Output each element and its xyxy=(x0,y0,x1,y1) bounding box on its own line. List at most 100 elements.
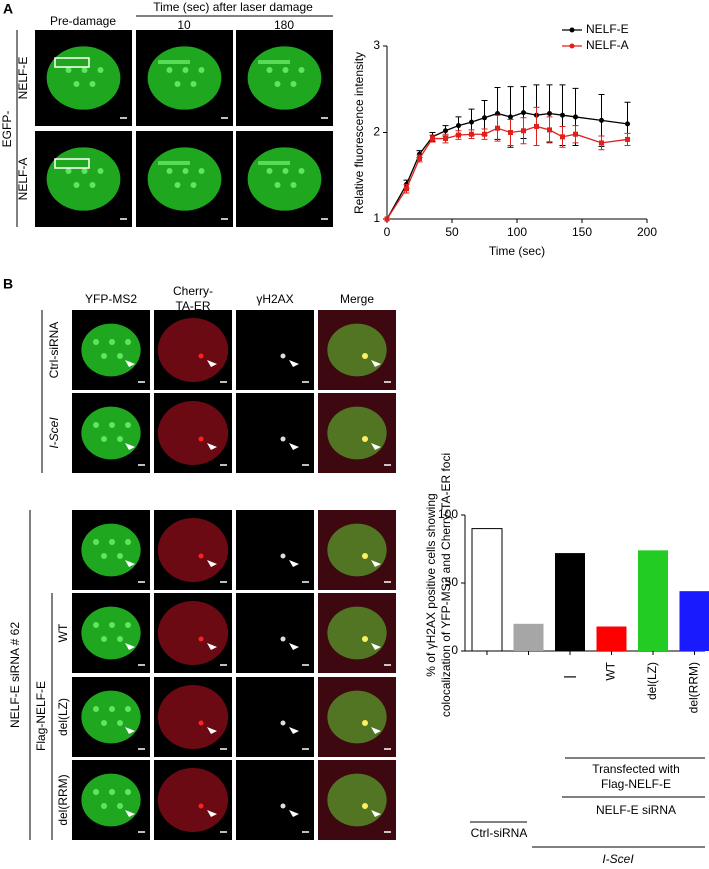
arrowhead xyxy=(207,443,217,450)
y-tick-label: 1 xyxy=(373,211,380,225)
bar xyxy=(471,528,503,652)
foci xyxy=(198,436,204,442)
column-header: 10 xyxy=(177,18,191,32)
nuclear-spot xyxy=(109,789,115,795)
nuclear-spot xyxy=(93,539,99,545)
foci xyxy=(362,636,368,642)
arrowhead xyxy=(207,727,217,734)
arrowhead xyxy=(289,643,299,650)
nuclear-spot xyxy=(125,539,131,545)
group-label: Transfected with xyxy=(592,762,680,776)
legend-label: NELF-A xyxy=(586,38,629,52)
nuclear-spot xyxy=(89,81,96,87)
nuclear-spot xyxy=(290,182,297,188)
cell-nucleus xyxy=(81,690,141,744)
data-point xyxy=(560,112,565,118)
cell-nucleus xyxy=(247,147,322,211)
nuclear-spot xyxy=(109,539,115,545)
nuclear-spot xyxy=(198,168,205,174)
row-label: del(RRM) xyxy=(56,774,70,825)
x-tick-label: WT xyxy=(604,661,618,680)
arrowhead xyxy=(371,560,381,567)
arrowhead xyxy=(371,443,381,450)
legend-marker xyxy=(569,43,575,49)
nuclear-spot xyxy=(93,339,99,345)
column-header: TA-ER xyxy=(175,299,210,313)
cherry-cell xyxy=(157,601,229,665)
group-label: NELF-E siRNA xyxy=(596,803,676,817)
nuclear-spot xyxy=(125,622,131,628)
data-point xyxy=(625,136,630,142)
y-tick-label: 50 xyxy=(445,575,459,589)
cherry-cell xyxy=(157,518,229,582)
arrowhead xyxy=(371,810,381,817)
nuclear-spot xyxy=(109,622,115,628)
data-point xyxy=(508,114,513,120)
data-point xyxy=(482,131,487,137)
foci xyxy=(198,720,204,726)
row-label: NELF-E xyxy=(16,57,30,100)
data-point xyxy=(430,136,435,142)
nuclear-spot xyxy=(97,67,104,73)
row-prefix: EGFP- xyxy=(0,111,14,148)
data-point xyxy=(456,132,461,138)
panel-label: B xyxy=(3,276,13,292)
cell-nucleus xyxy=(327,690,387,744)
laser-stripe xyxy=(158,161,190,165)
nuclear-spot xyxy=(298,67,305,73)
cherry-bg xyxy=(318,393,396,473)
x-tick-label: 200 xyxy=(637,225,657,239)
group-label: Flag-NELF-E xyxy=(601,777,671,791)
cell-nucleus xyxy=(327,523,387,577)
cell-nucleus xyxy=(147,147,222,211)
arrowhead xyxy=(371,643,381,650)
group-label: Ctrl-siRNA xyxy=(471,826,528,840)
legend-label: NELF-E xyxy=(586,22,629,36)
column-header: γH2AX xyxy=(256,292,293,306)
cherry-cell xyxy=(157,768,229,832)
micro-image xyxy=(236,510,314,590)
nuclear-spot xyxy=(125,789,131,795)
nuclear-spot xyxy=(101,436,107,442)
nuclear-spot xyxy=(93,706,99,712)
series-line xyxy=(386,125,628,220)
nuclear-spot xyxy=(65,168,72,174)
nuclear-spot xyxy=(117,353,123,359)
foci xyxy=(280,436,286,442)
nuclear-spot xyxy=(117,636,123,642)
row-label: I-SceI xyxy=(47,417,61,449)
nuclear-spot xyxy=(97,168,104,174)
nuclear-spot xyxy=(290,81,297,87)
row-label: NELF-A xyxy=(16,158,30,201)
cell-nucleus xyxy=(81,406,141,460)
data-point xyxy=(508,130,513,135)
nuclear-spot xyxy=(81,67,88,73)
cell-nucleus xyxy=(46,46,121,110)
data-point xyxy=(482,115,487,121)
foci xyxy=(362,803,368,809)
x-tick-label: 0 xyxy=(384,225,391,239)
column-header: 180 xyxy=(274,18,294,32)
x-tick-label: 150 xyxy=(572,225,592,239)
laser-stripe xyxy=(54,158,90,169)
nuclear-spot xyxy=(101,553,107,559)
micro-image xyxy=(236,393,314,473)
nuclear-spot xyxy=(266,168,273,174)
cherry-bg xyxy=(318,677,396,757)
nuclear-spot xyxy=(101,353,107,359)
nuclear-spot xyxy=(93,422,99,428)
foci xyxy=(198,553,204,559)
arrowhead xyxy=(371,727,381,734)
cell-nucleus xyxy=(327,606,387,660)
nuclear-spot xyxy=(174,182,181,188)
data-point xyxy=(560,134,565,140)
laser-stripe xyxy=(158,60,190,64)
legend-marker xyxy=(569,27,575,33)
laser-stripe xyxy=(258,60,290,64)
micro-image xyxy=(236,677,314,757)
panel-label: A xyxy=(3,1,13,17)
arrowhead xyxy=(125,360,135,367)
bar xyxy=(679,591,709,651)
nuclear-spot xyxy=(109,422,115,428)
arrowhead xyxy=(207,360,217,367)
